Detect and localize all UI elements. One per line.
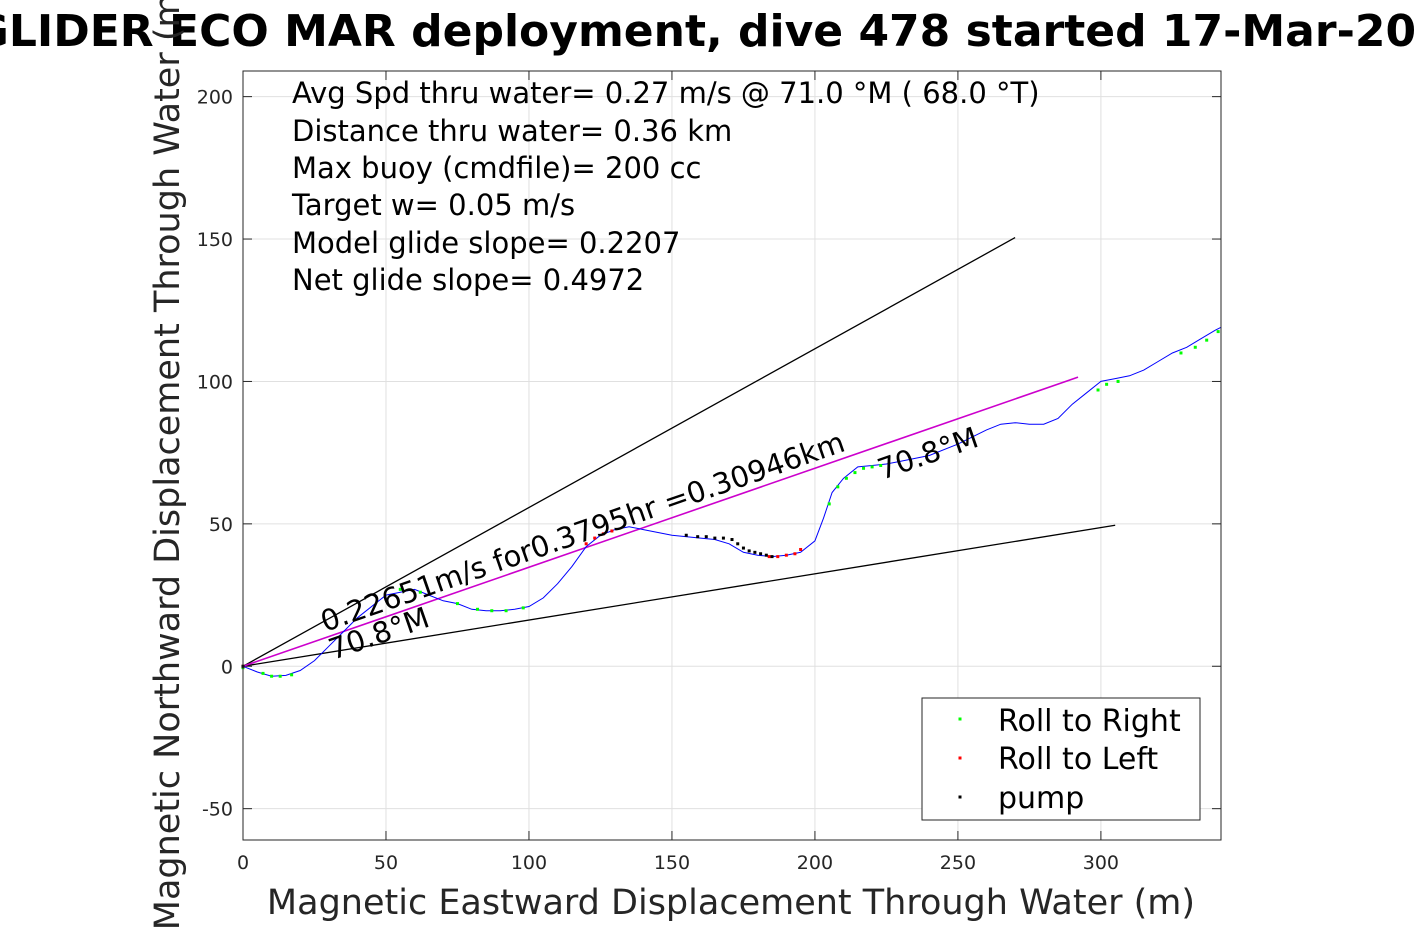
chart-title: GLIDER ECO MAR deployment, dive 478 star…	[0, 6, 1417, 57]
legend: Roll to Right Roll to Left pump	[921, 697, 1201, 821]
info-line-model-glide: Model glide slope= 0.2207	[292, 226, 680, 260]
legend-marker-roll-left	[958, 756, 962, 760]
info-line-avg-speed: Avg Spd thru water= 0.27 m/s @ 71.0 °M (…	[292, 76, 1040, 110]
pump-point	[764, 553, 768, 557]
legend-box	[921, 697, 1201, 821]
markers	[241, 330, 1220, 678]
roll-right-point	[862, 466, 866, 470]
pump-point	[753, 550, 757, 554]
x-tick-labels: 0 50 100 150 200 250 300	[237, 852, 1119, 874]
legend-marker-roll-right	[958, 717, 962, 721]
pump-point	[696, 535, 700, 539]
y-tick-labels: -50 0 50 100 150 200	[197, 87, 233, 821]
envelope-lower-line	[242, 524, 1116, 667]
x-axis-label: Magnetic Eastward Displacement Through W…	[267, 883, 1195, 923]
y-tick-label: -50	[202, 799, 233, 821]
pump-point	[730, 538, 734, 542]
roll-right-point	[1179, 351, 1183, 355]
roll-right-point	[290, 673, 294, 677]
x-tick-label: 300	[1083, 852, 1119, 874]
pump-point	[741, 546, 745, 550]
info-line-net-glide: Net glide slope= 0.4972	[292, 263, 644, 297]
roll-right-point	[879, 463, 883, 467]
x-tick-label: 150	[654, 852, 690, 874]
roll-right-point	[398, 587, 402, 591]
legend-label-pump: pump	[998, 781, 1084, 816]
legend-label-roll-left: Roll to Left	[998, 742, 1158, 777]
x-tick-label: 100	[511, 852, 547, 874]
roll-right-point	[418, 590, 422, 594]
track-layer	[242, 326, 1222, 677]
roll-left-point	[593, 536, 597, 540]
roll-left-point	[793, 552, 797, 556]
roll-right-point	[870, 465, 874, 469]
roll-right-point	[1096, 388, 1100, 392]
roll-right-point	[261, 671, 265, 675]
roll-right-point	[475, 607, 479, 611]
info-line-target-w: Target w= 0.05 m/s	[291, 188, 575, 222]
pump-point	[721, 536, 725, 540]
heading-annotation-far: 70.8°M	[873, 420, 982, 486]
y-tick-label: 0	[221, 656, 233, 678]
pump-point	[704, 535, 708, 539]
track-line	[242, 326, 1222, 677]
roll-left-point	[784, 553, 788, 557]
legend-marker-pump	[958, 795, 962, 799]
roll-right-point	[1116, 379, 1120, 383]
pump-point	[747, 549, 751, 553]
mean-direction-line	[242, 376, 1079, 668]
y-tick-label: 150	[197, 229, 233, 251]
pump-point	[736, 542, 740, 546]
x-tick-label: 50	[374, 852, 398, 874]
roll-left-point	[601, 532, 605, 536]
reference-lines	[242, 237, 1116, 668]
roll-right-point	[504, 609, 508, 613]
roll-right-point	[844, 476, 848, 480]
pump-point	[759, 552, 763, 556]
y-axis-label: Magnetic Northward Displacement Through …	[148, 0, 188, 930]
roll-right-point	[1105, 382, 1109, 386]
info-line-distance: Distance thru water= 0.36 km	[292, 114, 732, 148]
info-line-max-buoy: Max buoy (cmdfile)= 200 cc	[292, 151, 701, 185]
roll-right-point	[521, 606, 525, 610]
roll-left-point	[767, 555, 771, 559]
roll-right-point	[853, 471, 857, 475]
info-text-block: Avg Spd thru water= 0.27 m/s @ 71.0 °M (…	[291, 76, 1040, 297]
y-tick-label: 100	[197, 371, 233, 393]
roll-right-point	[827, 502, 831, 506]
roll-right-point	[1205, 338, 1209, 342]
roll-right-point	[270, 674, 274, 678]
roll-right-point	[278, 674, 282, 678]
pump-point	[770, 555, 774, 559]
envelope-upper-line	[242, 237, 1016, 667]
grid-lines	[242, 71, 1221, 840]
roll-left-point	[584, 542, 588, 546]
speed-annotation: 0.22651m/s for0.3795hr =0.30946km	[316, 425, 849, 639]
legend-label-roll-right: Roll to Right	[998, 704, 1181, 739]
y-tick-label: 200	[197, 87, 233, 109]
roll-right-point	[1193, 345, 1197, 349]
roll-right-point	[836, 485, 840, 489]
roll-left-point	[776, 555, 780, 559]
x-tick-label: 0	[237, 852, 249, 874]
x-tick-label: 200	[797, 852, 833, 874]
pump-point	[684, 533, 688, 537]
roll-left-point	[610, 529, 614, 533]
roll-left-point	[799, 547, 803, 551]
roll-right-point	[1216, 330, 1220, 334]
pump-point	[713, 536, 717, 540]
roll-right-point	[455, 602, 459, 606]
roll-right-point	[490, 609, 494, 613]
y-tick-label: 50	[209, 514, 233, 536]
x-tick-label: 250	[940, 852, 976, 874]
plot-frame	[242, 70, 1222, 841]
